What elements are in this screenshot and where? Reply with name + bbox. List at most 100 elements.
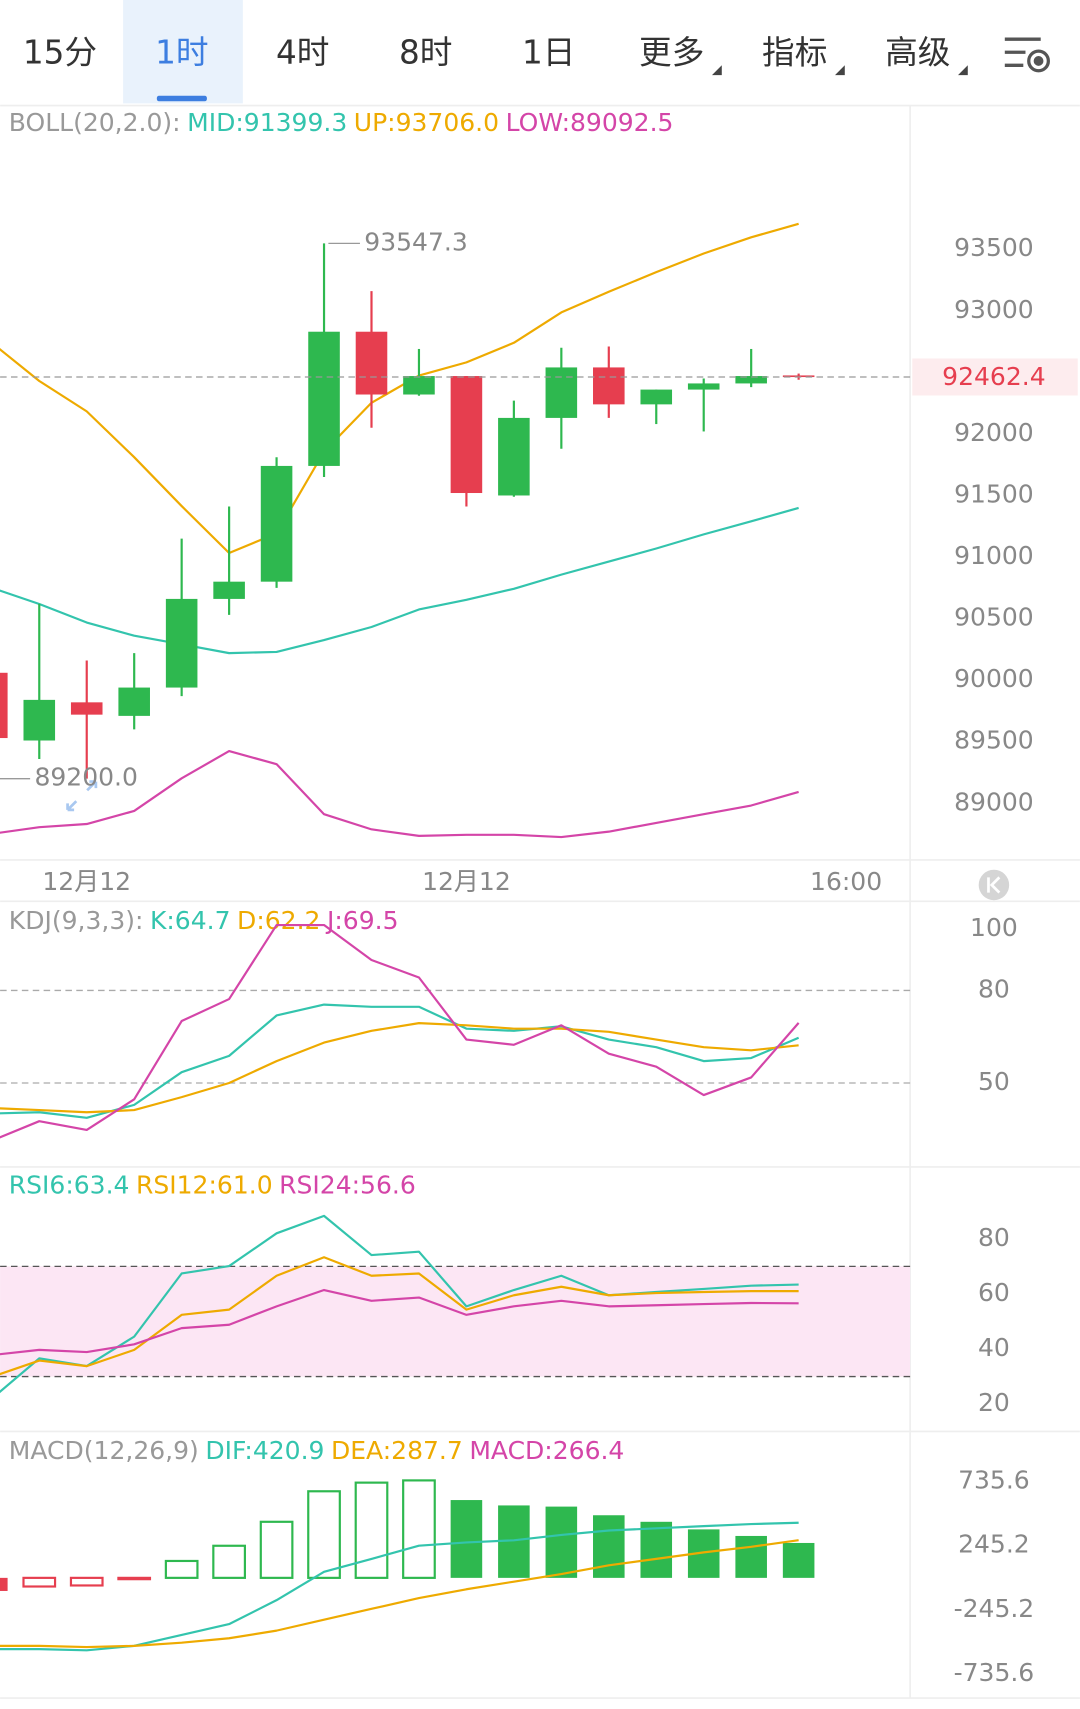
tab[interactable]: 高级 <box>885 33 950 71</box>
legend-entry: MACD:266.4 <box>469 1436 624 1465</box>
legend-entry: D:62.2 <box>237 906 320 935</box>
y-tick-label: 93500 <box>954 233 1034 262</box>
tab[interactable]: 更多 <box>639 33 704 71</box>
macd-bar <box>735 1535 767 1578</box>
frame <box>0 104 1080 1699</box>
candle-body <box>23 699 56 741</box>
y-tick-label: 20 <box>978 1388 1010 1417</box>
y-tick-label: -735.6 <box>954 1658 1035 1687</box>
y-tick-label: 90000 <box>954 664 1034 693</box>
candle-body <box>70 702 103 715</box>
y-tick-label: 245.2 <box>958 1530 1030 1559</box>
band <box>0 1266 911 1377</box>
candle-body <box>545 367 578 418</box>
series-line <box>0 1003 800 1119</box>
y-tick-label: 91000 <box>954 541 1034 570</box>
indicator-label: MACD(12,26,9) <box>9 1436 199 1465</box>
tab[interactable]: 15分 <box>23 33 97 71</box>
panel: 20 40 60 80 RSI6:63.4 RSI12:61.0 RSI24:56.6 <box>0 1171 1010 1417</box>
y-tick-label: -245.2 <box>954 1594 1035 1623</box>
candle-body <box>735 376 767 384</box>
macd-bar <box>164 1559 199 1579</box>
legend-entry: RSI12:61.0 <box>136 1171 273 1200</box>
legend-entry: RSI24:56.6 <box>279 1171 416 1200</box>
legend-entry: DIF:420.9 <box>205 1436 324 1465</box>
macd-bar <box>22 1576 57 1588</box>
y-tick-label: 92000 <box>954 418 1034 447</box>
y-tick-label: 735.6 <box>958 1466 1030 1495</box>
series-line <box>0 1256 799 1376</box>
icon-gear-core <box>1033 56 1044 66</box>
macd-bar <box>545 1506 578 1578</box>
y-tick-label: 89500 <box>954 726 1034 755</box>
annotation-label: 89200.0 <box>34 763 137 792</box>
button-glyph <box>987 876 1001 894</box>
annotation-label: 93547.3 <box>364 227 467 256</box>
x-tick-label: 16:00 <box>810 867 882 896</box>
series-line <box>0 1214 799 1394</box>
y-tick-label: 50 <box>978 1067 1010 1096</box>
candle-body <box>593 367 625 405</box>
tab[interactable]: 8时 <box>399 33 452 71</box>
legend-entry: RSI6:63.4 <box>9 1171 130 1200</box>
legend-entry: LOW:89092.5 <box>506 108 674 137</box>
dropdown-triangle <box>957 65 968 76</box>
candle-body <box>687 383 720 390</box>
expand-icon[interactable] <box>66 780 98 812</box>
jump-latest-button[interactable] <box>978 869 1010 901</box>
price-tag <box>912 358 1078 396</box>
legend: KDJ(9,3,3): K:64.7 D:62.2 J:69.5 <box>9 906 399 935</box>
candle-body <box>213 581 245 599</box>
y-tick-label: 60 <box>978 1278 1010 1307</box>
tab[interactable]: 指标 <box>762 33 827 71</box>
legend-entry: UP:93706.0 <box>354 108 499 137</box>
candle-body <box>355 331 388 395</box>
panel: 735.6 245.2 -245.2 -735.6 MACD(12,26,9) DIF:4… <box>0 1436 1034 1687</box>
candle-body <box>782 375 815 378</box>
legend-entry: J:69.5 <box>325 906 399 935</box>
icon-gear <box>1027 49 1050 73</box>
y-tick-label: 80 <box>978 1223 1010 1252</box>
panel: 50 80 100 KDJ(9,3,3): K:64.7 D:62.2 J:69.5 <box>0 906 1018 1139</box>
tab[interactable]: 1日 <box>522 33 575 71</box>
macd-bar <box>0 1577 8 1591</box>
button-circle <box>978 869 1010 901</box>
candle-body <box>165 598 198 688</box>
indicator-label: BOLL(20,2.0): <box>9 108 181 137</box>
tab[interactable]: 1时 <box>155 33 208 71</box>
y-tick-label: 80 <box>978 974 1010 1003</box>
legend-entry: MID:91399.3 <box>187 108 347 137</box>
series-line <box>0 750 799 839</box>
series-line <box>0 923 800 1139</box>
macd-bar <box>307 1490 341 1579</box>
candle-body <box>498 417 530 496</box>
tab-highlight <box>123 0 243 104</box>
candle-body <box>118 687 150 716</box>
settings-icon[interactable] <box>1004 37 1050 73</box>
candle-body <box>0 672 8 739</box>
price-label: 92462.4 <box>942 362 1045 391</box>
series-line <box>0 1288 799 1356</box>
series-line <box>0 506 799 655</box>
legend: MACD(12,26,9) DIF:420.9 DEA:287.7 MACD:266.… <box>9 1436 625 1465</box>
legend-entry: DEA:287.7 <box>331 1436 463 1465</box>
y-tick-label: 91500 <box>954 479 1034 508</box>
y-tick-label: 90500 <box>954 603 1034 632</box>
macd-bar <box>640 1521 673 1578</box>
macd-bar <box>212 1544 246 1579</box>
tab-underline <box>156 95 207 102</box>
indicator-label: KDJ(9,3,3): <box>9 906 144 935</box>
x-tick-label: 12月12 <box>42 867 131 896</box>
panel: 8900089500900009050091000915009200092500… <box>0 108 1078 896</box>
macd-bar <box>593 1515 625 1578</box>
dropdown-triangle <box>711 65 722 76</box>
y-tick-label: 40 <box>978 1333 1010 1362</box>
macd-bar <box>450 1500 483 1578</box>
macd-bar <box>259 1520 294 1579</box>
candle-body <box>640 389 673 405</box>
tab[interactable]: 4时 <box>276 33 329 71</box>
candle-body <box>403 376 435 395</box>
macd-bar <box>782 1542 815 1578</box>
